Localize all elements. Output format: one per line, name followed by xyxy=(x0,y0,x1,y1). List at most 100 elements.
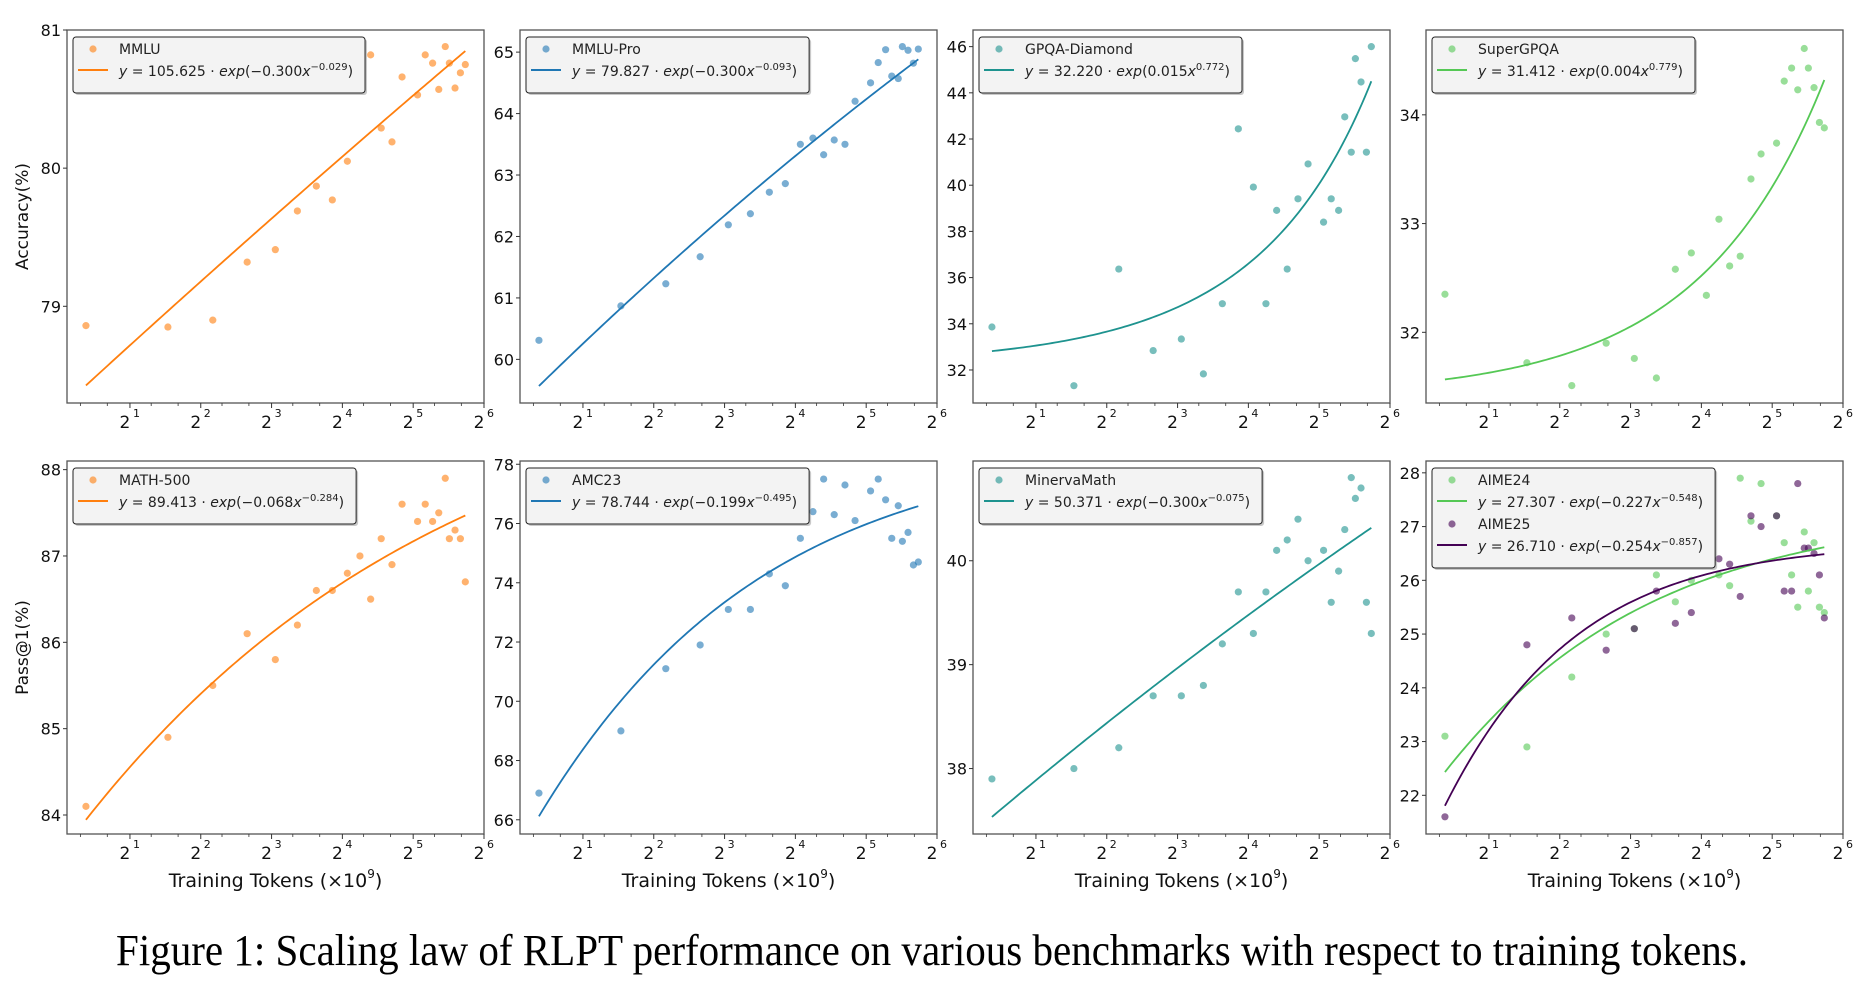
equation-part: = 89.413 · xyxy=(127,495,210,511)
data-point-amc23 xyxy=(696,641,704,649)
y-tick-label: 34 xyxy=(1400,106,1420,125)
data-point-supergpqa xyxy=(1630,354,1638,363)
data-point-math-500 xyxy=(293,621,301,629)
x-tick-label: 2 xyxy=(714,413,725,433)
x-tick-label: 2 xyxy=(927,413,938,433)
data-point-supergpqa xyxy=(1687,249,1695,257)
legend-box xyxy=(978,467,1263,525)
x-tick-exponent: 1 xyxy=(1039,838,1046,851)
fit-line-mmlu xyxy=(85,50,466,387)
equation-part: exp xyxy=(1569,64,1595,80)
legend-fit-equation: y = 89.413 · exp(−0.068x−0.284) xyxy=(118,493,344,511)
equation-part: (−0.199 xyxy=(689,495,746,511)
data-point-minervamath xyxy=(1234,588,1242,596)
data-point-amc23 xyxy=(841,481,849,489)
equation-part: −0.093 xyxy=(755,62,792,73)
x-tick-exponent: 4 xyxy=(1704,407,1711,420)
data-point-aime24 xyxy=(1726,582,1734,590)
data-point-gpqa-diamond xyxy=(1249,183,1257,191)
data-point-mmlu xyxy=(377,124,385,132)
data-point-amc23 xyxy=(662,665,670,673)
data-point-amc23 xyxy=(724,605,732,614)
data-point-aime25 xyxy=(1687,608,1695,617)
y-tick-label: 34 xyxy=(947,315,967,334)
y-tick-label: 32 xyxy=(947,361,967,380)
equation-part: ) xyxy=(348,64,353,80)
x-axis-label-exponent: 9 xyxy=(1726,867,1734,881)
y-tick-label: 32 xyxy=(1400,323,1420,342)
y-tick-label: 22 xyxy=(1400,786,1420,805)
subplot-math-500: 2 1 2 2 2 3 2 4 2 5 2 68485868788Pass@1(%)Training … xyxy=(13,460,494,892)
data-point-math-500 xyxy=(421,500,429,508)
data-point-supergpqa xyxy=(1780,77,1788,85)
data-point-mmlu-pro xyxy=(882,46,890,54)
x-axis-label-close: ) xyxy=(1281,870,1288,892)
data-point-minervamath xyxy=(1341,525,1349,534)
equation-part: (−0.068 xyxy=(236,495,293,511)
data-point-mmlu-pro xyxy=(535,336,543,344)
y-tick-label: 76 xyxy=(494,515,514,534)
legend: AMC23 y = 78.744 · exp(−0.199x−0.495) xyxy=(525,467,812,526)
x-tick-exponent: 2 xyxy=(1563,838,1570,851)
x-tick-label: 2 xyxy=(1833,413,1844,433)
data-point-supergpqa xyxy=(1810,84,1818,92)
x-tick-exponent: 4 xyxy=(798,838,805,851)
data-point-mmlu xyxy=(451,84,459,92)
x-tick-exponent: 3 xyxy=(1634,407,1641,420)
legend-marker xyxy=(995,476,1003,484)
x-tick-label: 2 xyxy=(403,413,414,433)
x-tick-exponent: 6 xyxy=(940,838,947,851)
data-point-gpqa-diamond xyxy=(1341,113,1349,121)
data-point-minervamath xyxy=(1115,744,1123,752)
legend-marker xyxy=(89,45,97,53)
data-point-minervamath xyxy=(1319,546,1328,554)
data-point-amc23 xyxy=(882,496,890,504)
x-tick-label: 2 xyxy=(403,844,414,864)
data-point-aime25 xyxy=(1630,625,1638,633)
data-point-aime24 xyxy=(1804,587,1812,595)
legend-label: GPQA-Diamond xyxy=(1025,42,1133,58)
legend-label: MMLU-Pro xyxy=(572,42,641,58)
data-point-mmlu-pro xyxy=(724,221,732,229)
x-tick-label: 2 xyxy=(1549,844,1560,864)
data-point-math-500 xyxy=(451,526,459,534)
data-point-math-500 xyxy=(388,561,396,569)
x-tick-label: 2 xyxy=(714,844,725,864)
x-tick-exponent: 3 xyxy=(728,407,735,420)
data-point-minervamath xyxy=(1347,474,1355,482)
y-tick-label: 84 xyxy=(41,806,61,825)
data-point-gpqa-diamond xyxy=(1199,370,1207,378)
equation-part: (−0.254 xyxy=(1595,539,1652,555)
data-point-mmlu xyxy=(243,258,251,266)
data-point-minervamath xyxy=(1335,567,1343,575)
legend-label: AIME25 xyxy=(1478,517,1530,533)
equation-part: x xyxy=(745,495,755,511)
data-point-minervamath xyxy=(1149,692,1157,700)
data-point-amc23 xyxy=(746,605,754,614)
equation-part: y xyxy=(1024,495,1034,511)
x-tick-label: 2 xyxy=(856,413,867,433)
x-tick-exponent: 2 xyxy=(657,838,664,851)
x-tick-exponent: 3 xyxy=(1181,407,1188,420)
data-point-amc23 xyxy=(535,789,543,797)
x-tick-exponent: 1 xyxy=(586,838,593,851)
data-point-minervamath xyxy=(1249,629,1257,638)
x-tick-label: 2 xyxy=(120,413,131,433)
equation-part: x xyxy=(1651,539,1661,555)
x-tick-label: 2 xyxy=(190,844,201,864)
x-tick-label: 2 xyxy=(1238,413,1249,433)
data-point-mmlu-pro xyxy=(904,46,912,54)
data-point-mmlu xyxy=(343,157,351,165)
data-point-aime25 xyxy=(1523,641,1531,649)
x-axis-label-exponent: 9 xyxy=(1273,867,1281,881)
x-tick-exponent: 6 xyxy=(1846,838,1853,851)
y-tick-label: 88 xyxy=(41,461,61,480)
x-tick-exponent: 4 xyxy=(345,838,352,851)
y-tick-label: 79 xyxy=(41,297,61,316)
equation-part: x xyxy=(1198,495,1208,511)
x-tick-exponent: 2 xyxy=(204,838,211,851)
legend-fit-equation: y = 78.744 · exp(−0.199x−0.495) xyxy=(571,493,797,511)
equation-part: = 79.827 · xyxy=(580,64,663,80)
equation-part: x xyxy=(1187,64,1197,80)
